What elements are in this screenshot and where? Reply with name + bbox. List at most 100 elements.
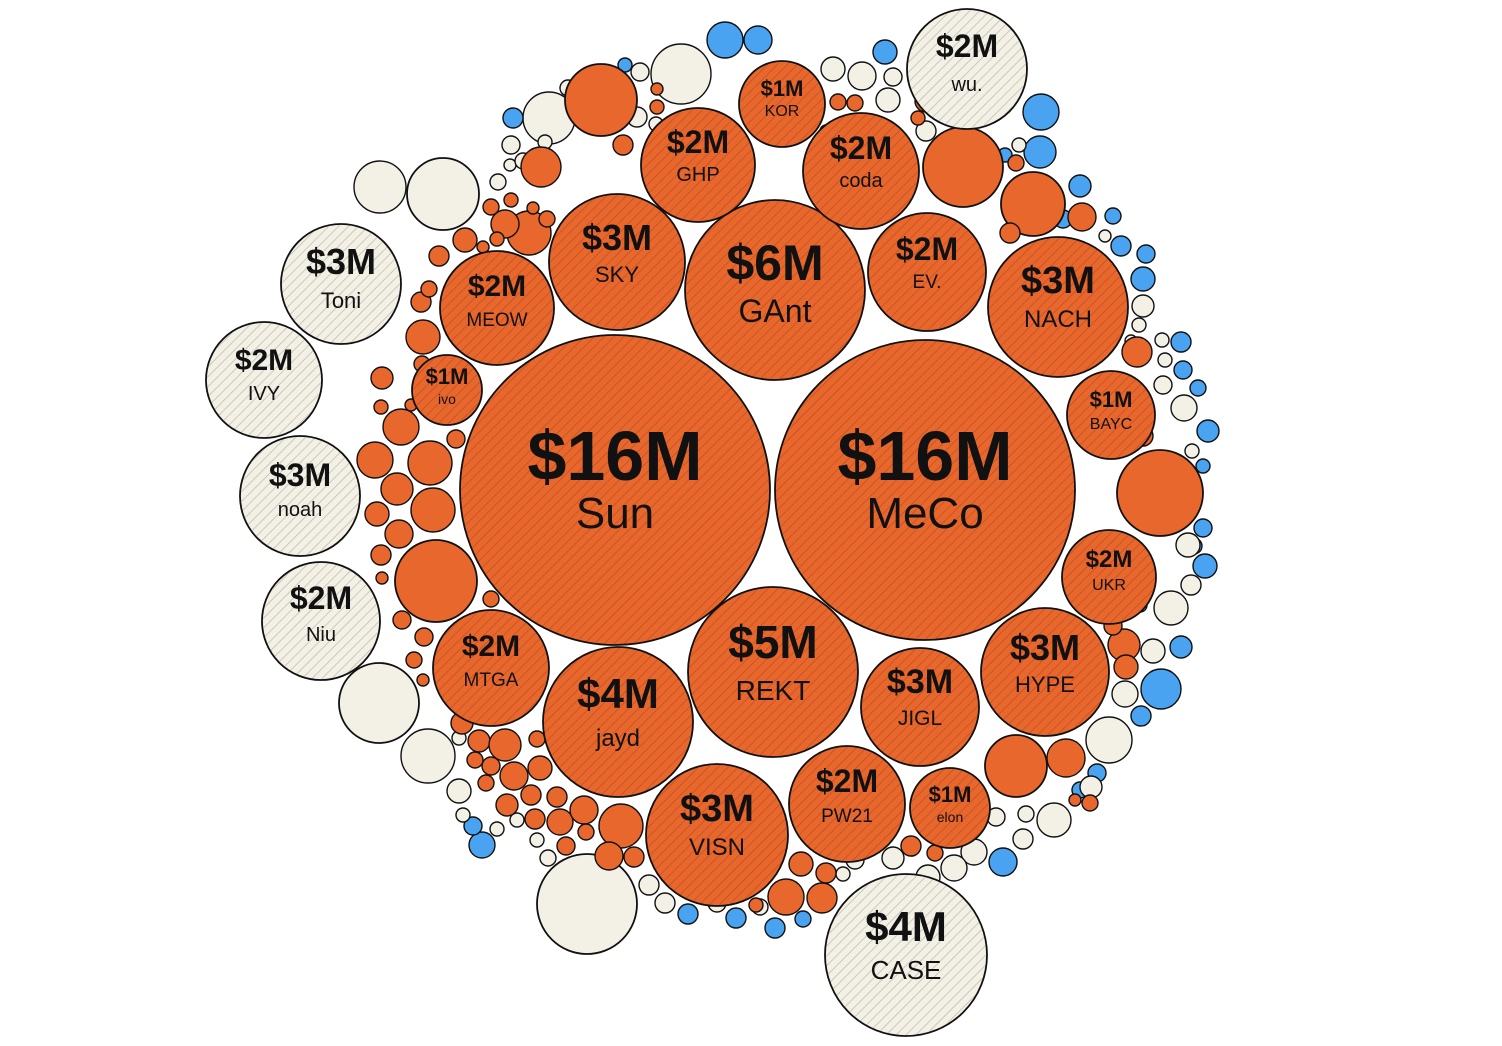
cream-bubble (1180, 574, 1202, 596)
bubble-case: $4M CASE (824, 873, 988, 1037)
bubble-value-label: $3M (269, 457, 331, 493)
cream-bubble (1175, 532, 1201, 558)
cream-bubble (503, 158, 517, 172)
orange-bubble (373, 399, 389, 415)
bubble-jigl: $3M JIGL (860, 647, 980, 767)
cream-bubble (400, 728, 456, 784)
orange-bubble (380, 472, 414, 506)
bubble-hatch (982, 609, 1108, 735)
bubble-value-label: $2M (235, 344, 293, 377)
cream-bubble (1184, 443, 1200, 459)
bubble-value-label: $2M (462, 630, 520, 663)
bubble-hatch (862, 649, 978, 765)
cream-bubble (406, 157, 480, 231)
bubble-ukr: $2M UKR (1061, 529, 1157, 625)
cream-bubble (1157, 352, 1173, 368)
orange-bubble (815, 862, 837, 884)
bubble-name-label: BAYC (1090, 416, 1132, 433)
blue-bubble (1068, 174, 1092, 198)
orange-bubble (1000, 171, 1066, 237)
cream-bubble (883, 67, 903, 87)
orange-bubble (428, 245, 450, 267)
bubble-name-label: ivo (438, 391, 456, 407)
bubble-value-label: $16M (527, 417, 702, 495)
orange-bubble (1046, 738, 1086, 778)
blue-bubble (1173, 360, 1193, 380)
cream-bubble (940, 854, 968, 882)
orange-bubble (546, 808, 574, 836)
orange-bubble (482, 590, 500, 608)
bubble-ivo: $1M ivo (411, 354, 483, 426)
orange-bubble (1007, 154, 1025, 172)
bubble-value-label: $1M (1090, 387, 1133, 412)
orange-bubble (1116, 449, 1204, 537)
cream-bubble (875, 87, 901, 113)
orange-bubble (1067, 202, 1097, 232)
orange-bubble (405, 319, 441, 355)
bubble-jayd: $4M jayd (542, 646, 694, 798)
orange-bubble (806, 882, 838, 914)
orange-bubble (364, 501, 390, 527)
cream-bubble (1154, 332, 1170, 348)
cream-bubble (501, 135, 521, 155)
bubble-name-label: elon (937, 809, 963, 825)
bubble-hatch (908, 10, 1026, 128)
orange-bubble (984, 734, 1048, 798)
cream-bubble (446, 778, 472, 804)
blue-bubble (1136, 244, 1156, 264)
orange-bubble (392, 610, 412, 630)
bubble-ivy: $2M IVY (205, 321, 323, 439)
orange-bubble (370, 544, 392, 566)
bubble-hatch (740, 62, 824, 146)
cream-bubble (630, 62, 650, 82)
blue-bubble (1192, 553, 1218, 579)
bubble-value-label: $16M (837, 417, 1012, 495)
bubble-name-label: MEOW (466, 310, 527, 331)
bubble-hatch (282, 225, 400, 343)
blue-bubble (1140, 668, 1182, 710)
cream-bubble (1011, 137, 1027, 153)
orange-bubble (416, 673, 430, 687)
orange-bubble (846, 94, 864, 112)
cream-bubble (536, 853, 638, 955)
orange-bubble (499, 761, 529, 791)
cream-bubble (489, 173, 507, 191)
cream-bubble (338, 662, 420, 744)
cream-bubble (353, 160, 407, 214)
orange-bubble (370, 366, 394, 390)
bubble-value-label: $2M (468, 270, 526, 303)
blue-bubble (463, 816, 483, 836)
bubble-hatch (461, 336, 769, 644)
blue-bubble (1110, 235, 1132, 257)
blue-bubble (468, 831, 496, 859)
orange-bubble (452, 227, 478, 253)
orange-bubble (598, 803, 644, 849)
orange-bubble (910, 110, 926, 126)
bubble-value-label: $6M (726, 235, 823, 291)
blue-bubble (1130, 266, 1156, 292)
bubble-sky: $3M SKY (548, 193, 686, 331)
orange-bubble (788, 851, 814, 877)
bubble-ghp: $2M GHP (640, 107, 756, 223)
orange-bubble (405, 651, 423, 669)
bubble-hype: $3M HYPE (980, 607, 1110, 737)
bubble-name-label: HYPE (1015, 672, 1075, 697)
orange-bubble (594, 841, 624, 871)
cream-bubble (638, 874, 660, 896)
bubble-value-label: $3M (887, 663, 953, 701)
orange-bubble (495, 793, 519, 817)
bubble-hatch (647, 765, 787, 905)
bubble-noah: $3M noah (239, 435, 361, 557)
cream-bubble (835, 866, 851, 882)
orange-bubble (1113, 654, 1139, 680)
bubble-meow: $2M MEOW (439, 250, 555, 366)
orange-bubble (900, 835, 922, 857)
bubble-name-label: jayd (595, 725, 640, 752)
bubble-hatch (869, 214, 985, 330)
bubble-hatch (642, 109, 754, 221)
bubble-hatch (689, 588, 857, 756)
bubble-kor: $1M KOR (738, 60, 826, 148)
bubble-hatch (776, 341, 1074, 639)
orange-bubble (384, 519, 414, 549)
